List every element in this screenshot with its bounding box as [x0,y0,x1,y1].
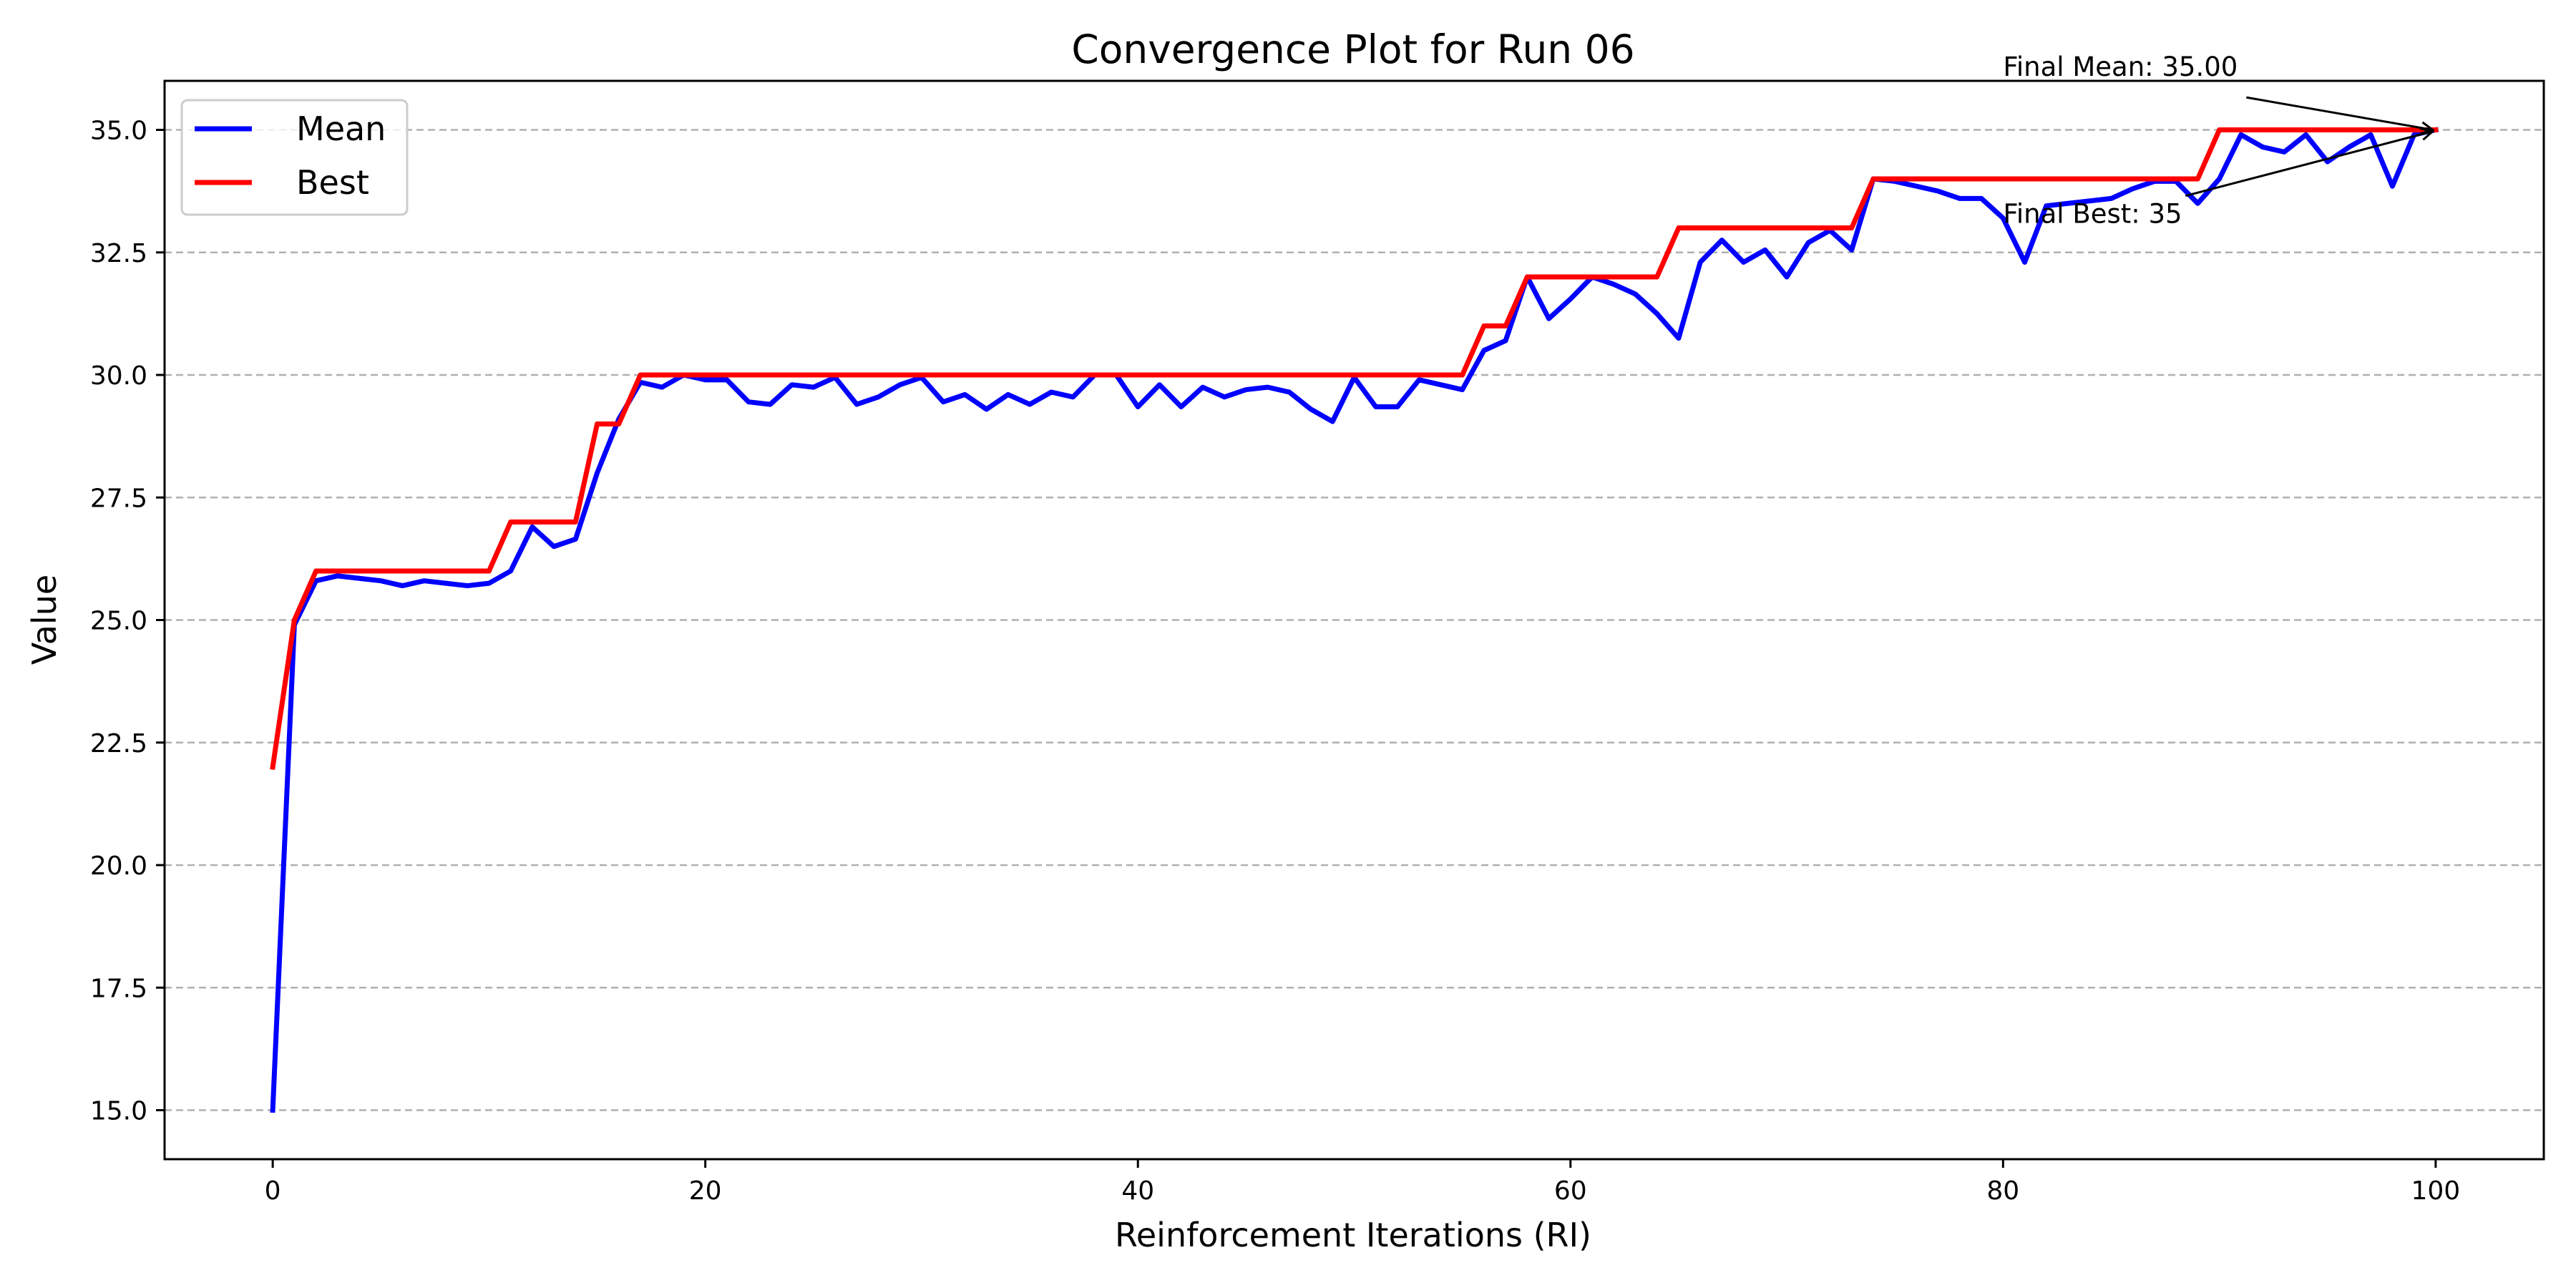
y-axis-label: Value [25,575,64,665]
y-tick-label: 35.0 [90,117,147,146]
y-tick-label: 15.0 [90,1097,147,1126]
x-axis-label: Reinforcement Iterations (RI) [1115,1216,1591,1254]
legend-label-mean: Mean [296,109,386,148]
x-tick-label: 100 [2411,1176,2461,1206]
annotation-arrow [2246,96,2433,130]
series-line-best [270,127,2439,770]
series-layer [270,127,2439,1113]
annotation-text: Final Mean: 35.00 [2003,52,2238,82]
x-tick-label: 80 [1986,1176,2019,1206]
legend: Mean Best [180,99,409,216]
legend-label-best: Best [296,163,369,202]
annotation-arrow [2185,132,2433,197]
y-tick-label: 27.5 [90,484,147,513]
x-tick-label: 0 [265,1176,281,1206]
x-tick-label: 60 [1554,1176,1587,1206]
chart-title: Convergence Plot for Run 06 [1071,26,1634,72]
annotation-text: Final Best: 35 [2003,199,2182,230]
annotations: Final Mean: 35.00 Final Best: 35 [2003,52,2433,230]
x-tick-label: 40 [1121,1176,1154,1206]
y-tick-label: 22.5 [90,729,147,758]
grid-lines [165,129,2544,1111]
y-tick-label: 20.0 [90,852,147,881]
y-tick-label: 17.5 [90,974,147,1003]
y-tick-label: 25.0 [90,607,147,636]
y-tick-label: 32.5 [90,239,147,268]
x-tick-label: 20 [689,1176,722,1206]
axis-ticks: 15.0 17.5 20.0 22.5 25.0 27.5 30.0 32.5 35.0 0 20 4… [90,117,2460,1206]
y-tick-label: 30.0 [90,361,147,391]
